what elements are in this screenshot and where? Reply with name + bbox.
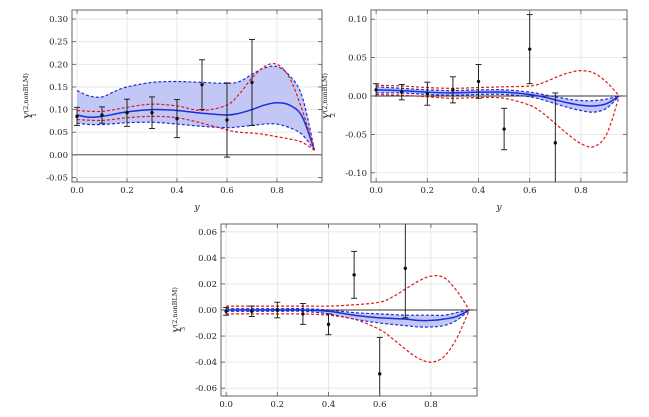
y-tick-label: 0.00 (348, 92, 367, 102)
data-point (528, 47, 532, 51)
x-tick-label: 0.4 (472, 186, 486, 196)
y-tick-label: 0.00 (49, 151, 68, 161)
chart-panel-2: 0.0 0.2 0.4 0.6 0.8 -0.10 -0.05 0.00 0.05 0.10 y Y(… (321, 9, 628, 213)
red-dashed-curve-3 (376, 70, 620, 97)
y-tick-label: 0.06 (198, 228, 217, 238)
y-tick-label: 0.00 (198, 306, 217, 316)
data-point (250, 309, 254, 314)
y-axis-label: Y(2,nonBLM)1 (22, 73, 38, 119)
central-curve (76, 102, 316, 151)
band-edge-lower (376, 92, 620, 113)
data-point (352, 273, 356, 277)
data-point (476, 79, 481, 84)
central-curve (376, 89, 620, 107)
y-tick-label: -0.04 (195, 358, 217, 368)
y-axis-label-sup: (2,nonBLM) (22, 73, 30, 113)
data-point (553, 141, 558, 145)
band-edge-upper (76, 65, 316, 151)
x-tick-label: 0.4 (170, 186, 184, 196)
uncertainty-band (226, 308, 470, 328)
data-point (100, 113, 104, 117)
y-tick-label: -0.06 (195, 384, 217, 394)
y-tick-label: 0.10 (348, 15, 367, 25)
y-tick-label: 0.25 (49, 38, 68, 48)
data-point (502, 127, 506, 131)
x-tick-label: 0.0 (369, 186, 383, 196)
x-tick-label: 0.8 (574, 186, 588, 196)
y-tick-label: 0.05 (348, 54, 367, 64)
y-axis-label-main: Y (323, 111, 334, 119)
data-point (451, 88, 455, 92)
data-point (75, 114, 79, 119)
y-tick-label: 0.04 (198, 254, 217, 264)
x-tick-label: 0.2 (271, 400, 285, 410)
x-axis-label: y (193, 203, 200, 213)
y-tick-label: 0.20 (49, 60, 68, 70)
plot-frame (71, 9, 323, 183)
data-point (301, 312, 305, 316)
red-dashed-curve-3 (76, 62, 316, 151)
y-tick-label: 0.05 (49, 128, 68, 138)
x-tick-label: 0.4 (322, 400, 336, 410)
data-point (224, 309, 228, 314)
y-axis-label: Y(2,nonBLM)2 (321, 73, 337, 119)
x-axis-label: y (495, 203, 502, 213)
chart-panel-1: 0.0 0.2 0.4 0.6 0.8 -0.05 0.00 0.05 0.10 0.15 0.20… (22, 9, 323, 213)
y-tick-label: 0.02 (198, 280, 217, 290)
data-point (425, 91, 430, 96)
x-tick-label: 0.6 (373, 400, 387, 410)
data-point (250, 80, 254, 85)
y-axis-label-sup: (2,nonBLM) (171, 287, 179, 327)
data-point (374, 88, 378, 92)
y-tick-label: -0.10 (345, 169, 367, 179)
y-axis-label-sub: 2 (329, 113, 337, 117)
data-point (175, 116, 179, 121)
red-dashed-curve-4 (226, 309, 470, 363)
data-point (400, 90, 404, 94)
y-axis-label-sup: (2,nonBLM) (321, 73, 329, 113)
y-tick-label: -0.02 (195, 332, 217, 342)
red-dashed-curve-3 (226, 275, 470, 311)
band-edge-lower (76, 121, 315, 151)
y-axis-label-main: Y (24, 111, 35, 119)
band-edge-upper (376, 86, 620, 102)
data-point (150, 111, 154, 115)
y-tick-label: 0.15 (49, 83, 68, 93)
y-axis-label: Y(2,nonBLM)3 (171, 287, 187, 333)
data-point (403, 266, 408, 271)
uncertainty-band (77, 66, 315, 151)
data-point (225, 118, 229, 122)
red-dashed-curve-4 (76, 115, 315, 151)
y-axis-label-main: Y (173, 325, 184, 333)
chart-panel-3: 0.0 0.2 0.4 0.6 0.8 -0.06 -0.04 -0.02 0.00 0.02 0.… (171, 223, 478, 410)
x-tick-label: 0.2 (120, 186, 134, 196)
x-tick-label: 0.0 (219, 400, 233, 410)
x-tick-label: 0.6 (523, 186, 537, 196)
data-point (125, 111, 129, 115)
red-dashed-curve-4 (376, 93, 620, 148)
x-tick-label: 0.2 (421, 186, 435, 196)
data-point (326, 322, 331, 327)
x-tick-label: 0.0 (70, 186, 84, 196)
y-axis-label-sub: 3 (179, 327, 187, 331)
x-tick-label: 0.8 (424, 400, 438, 410)
y-axis-label-sub: 1 (30, 113, 38, 117)
y-tick-label: -0.05 (46, 173, 68, 183)
data-point (275, 308, 280, 312)
x-tick-label: 0.8 (270, 186, 284, 196)
x-tick-label: 0.6 (220, 186, 234, 196)
y-tick-label: -0.05 (345, 130, 367, 140)
data-point (378, 372, 382, 376)
data-point (200, 82, 204, 87)
y-tick-label: 0.10 (49, 106, 68, 116)
y-tick-label: 0.30 (49, 15, 68, 25)
